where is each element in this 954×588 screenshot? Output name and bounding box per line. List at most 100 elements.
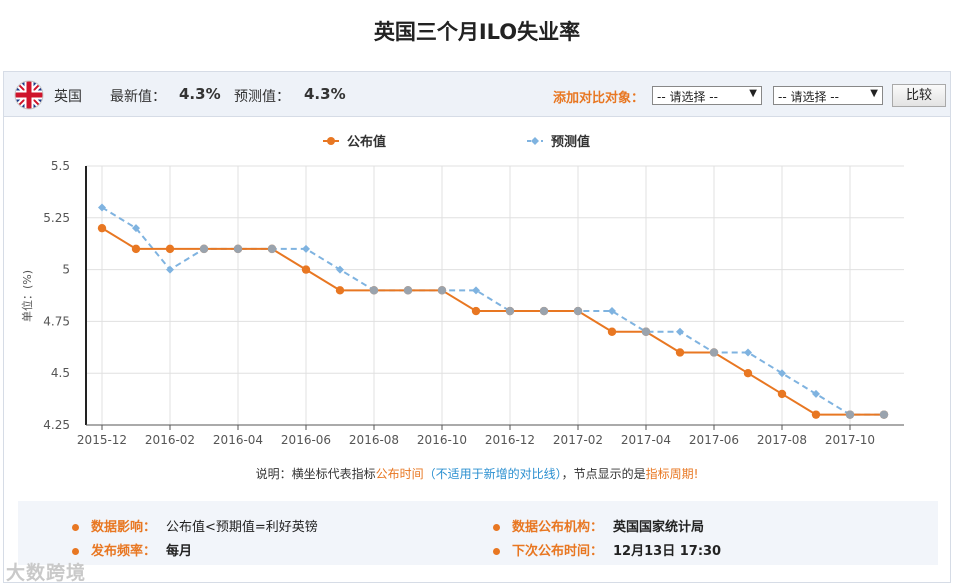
chart-note: 说明：横坐标代表指标公布时间（不适用于新增的对比线），节点显示的是指标周期! xyxy=(0,465,954,482)
published-point xyxy=(607,327,617,336)
y-tick-label: 4.5 xyxy=(51,366,70,380)
info-next-release-value: 12月13日 17:30 xyxy=(613,544,722,559)
compare-select-2[interactable]: -- 请选择 -- ▼ xyxy=(773,86,883,105)
x-tick-label: 2016-04 xyxy=(213,433,263,447)
forecast-point xyxy=(778,369,786,378)
info-agency: 数据公布机构： 英国国家统计局 xyxy=(493,516,704,535)
y-tick-label: 5.5 xyxy=(51,159,70,173)
compare-select-1[interactable]: -- 请选择 -- ▼ xyxy=(652,86,762,105)
published-point xyxy=(131,244,141,254)
forecast-point xyxy=(336,265,344,274)
overlap-point xyxy=(573,306,583,316)
x-tick-label: 2016-08 xyxy=(349,433,399,447)
y-tick-label: 5.25 xyxy=(43,211,70,225)
note-prefix: 说明：横坐标代表指标 xyxy=(255,467,376,481)
published-point xyxy=(743,369,753,378)
info-frequency-value: 每月 xyxy=(166,544,193,559)
legend-marker xyxy=(327,137,335,145)
uk-flag-icon xyxy=(14,80,44,110)
forecast-point xyxy=(472,286,480,295)
overlap-point xyxy=(267,244,277,254)
bullet-icon xyxy=(493,548,500,555)
info-impact-label: 数据影响： xyxy=(91,520,157,535)
forecast-value-label: 预测值： xyxy=(234,89,290,105)
published-point xyxy=(675,348,685,357)
y-tick-label: 5 xyxy=(62,263,70,277)
forecast-point xyxy=(608,307,616,316)
overlap-point xyxy=(437,286,447,295)
note-parenthetical: （不适用于新增的对比线） xyxy=(423,467,562,481)
published-point xyxy=(301,265,311,274)
info-next-release: 下次公布时间： 12月13日 17:30 xyxy=(493,540,721,559)
published-point xyxy=(777,389,787,399)
y-tick-label: 4.75 xyxy=(43,314,70,328)
y-axis-label: 单位：(%) xyxy=(20,270,34,322)
legend-label: 公布值 xyxy=(347,134,386,150)
watermark: 大数跨境 xyxy=(6,562,87,584)
published-point xyxy=(471,306,481,316)
chart-legend: 公布值 预测值 xyxy=(323,134,590,150)
page-title: 英国三个月ILO失业率 xyxy=(373,20,581,44)
x-tick-label: 2016-06 xyxy=(281,433,331,447)
x-tick-label: 2017-02 xyxy=(553,433,603,447)
forecast-point xyxy=(302,244,310,253)
published-point xyxy=(811,410,821,419)
published-point xyxy=(335,286,345,295)
forecast-point xyxy=(166,265,174,274)
bullet-icon xyxy=(493,524,500,531)
compare-select-1-value: -- 请选择 -- xyxy=(657,90,718,104)
overlap-point xyxy=(709,348,719,357)
forecast-point xyxy=(744,348,752,357)
series-line-0 xyxy=(101,227,884,416)
overlap-point xyxy=(879,410,889,419)
forecast-value: 4.3% xyxy=(304,85,346,103)
country-name: 英国 xyxy=(54,89,82,105)
info-impact-value: 公布值<预期值=利好英镑 xyxy=(166,520,318,535)
x-tick-label: 2016-10 xyxy=(417,433,467,447)
info-agency-label: 数据公布机构： xyxy=(512,520,604,535)
bullet-icon xyxy=(72,548,79,555)
compare-select-2-value: -- 请选择 -- xyxy=(778,90,839,104)
info-agency-value: 英国国家统计局 xyxy=(613,520,705,535)
y-tick-label: 4.25 xyxy=(43,418,70,432)
chart-series xyxy=(97,203,889,419)
forecast-point xyxy=(812,389,820,398)
overlap-point xyxy=(539,306,549,316)
chart-panel: 英国 最新值： 4.3% 预测值： 4.3% 添加对比对象： -- 请选择 --… xyxy=(3,71,951,583)
overlap-point xyxy=(403,286,413,295)
compare-button[interactable]: 比较 xyxy=(892,84,946,107)
dropdown-arrow-icon: ▼ xyxy=(749,88,757,99)
info-box: 数据影响： 公布值<预期值=利好英镑 数据公布机构： 英国国家统计局 发布频率： 每月… xyxy=(18,501,938,565)
overlap-point xyxy=(641,327,651,336)
overlap-point xyxy=(845,410,855,419)
x-tick-label: 2016-02 xyxy=(145,433,195,447)
legend-marker xyxy=(531,137,539,145)
overlap-point xyxy=(369,286,379,295)
info-next-release-label: 下次公布时间： xyxy=(512,544,604,559)
overlap-point xyxy=(233,244,243,254)
forecast-point xyxy=(132,224,140,233)
note-highlight-time: 公布时间 xyxy=(375,467,424,481)
latest-value: 4.3% xyxy=(179,85,221,103)
x-tick-label: 2015-12 xyxy=(77,433,127,447)
info-impact: 数据影响： 公布值<预期值=利好英镑 xyxy=(72,516,318,535)
chart-axes: 5.5 5.25 5 4.75 4.5 4.25 2015-12 2016-02 2016-04… xyxy=(20,159,904,447)
dropdown-arrow-icon: ▼ xyxy=(870,88,878,99)
x-tick-label: 2017-08 xyxy=(757,433,807,447)
x-tick-label: 2017-04 xyxy=(621,433,671,447)
info-frequency: 发布频率： 每月 xyxy=(72,540,192,559)
x-tick-label: 2016-12 xyxy=(485,433,535,447)
published-point xyxy=(97,223,107,233)
x-tick-label: 2017-06 xyxy=(689,433,739,447)
overlap-point xyxy=(199,244,209,254)
chart-grid xyxy=(86,165,904,426)
note-highlight-period: 指标周期! xyxy=(645,467,699,481)
latest-value-label: 最新值： xyxy=(110,89,166,105)
note-middle: ，节点显示的是 xyxy=(561,467,646,481)
overlap-point xyxy=(505,306,515,316)
compare-label: 添加对比对象： xyxy=(553,91,645,106)
info-frequency-label: 发布频率： xyxy=(91,544,157,559)
published-point xyxy=(165,244,175,254)
x-tick-label: 2017-10 xyxy=(825,433,875,447)
forecast-point xyxy=(676,327,684,336)
